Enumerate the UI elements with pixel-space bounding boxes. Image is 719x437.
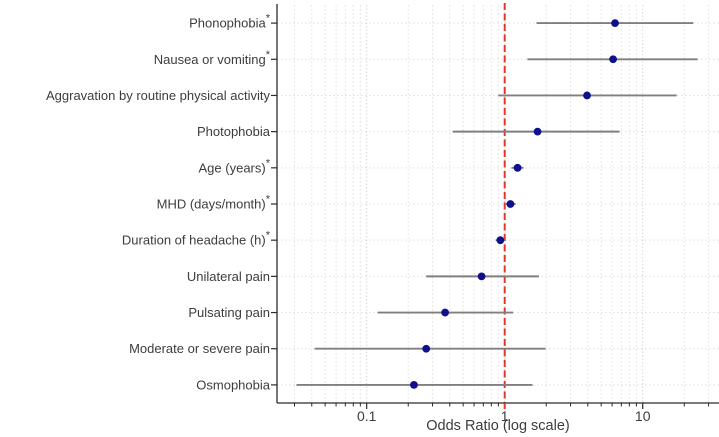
category-label: Moderate or severe pain (129, 341, 270, 356)
data-point (506, 200, 515, 208)
x-axis-title: Odds Ratio (log scale) (426, 418, 570, 434)
x-tick-label: 0.1 (357, 408, 377, 424)
category-label: MHD (days/month)* (157, 194, 271, 212)
category-label: Phonophobia* (189, 13, 271, 31)
category-label: Age (years)* (199, 157, 271, 175)
category-label: Duration of headache (h)* (122, 230, 271, 248)
significance-asterisk: * (266, 13, 271, 25)
data-point (513, 163, 522, 172)
data-point (609, 55, 617, 64)
category-labels: Phonophobia* Nausea or vomiting* Aggravati… (46, 13, 277, 392)
data-point (410, 381, 418, 389)
data-point (477, 272, 486, 281)
data-point (533, 127, 542, 136)
category-label: Nausea or vomiting* (154, 49, 271, 67)
data-point (611, 19, 619, 27)
data-point (496, 236, 505, 245)
x-tick-label: 1 (501, 408, 509, 424)
data-point (422, 344, 431, 353)
data-points (410, 19, 619, 389)
category-label: Aggravation by routine physical activity (46, 88, 271, 103)
significance-asterisk: * (266, 157, 271, 169)
category-label: Photophobia (197, 124, 271, 139)
data-point (441, 308, 450, 317)
category-label: Unilateral pain (187, 269, 270, 284)
significance-asterisk: * (266, 230, 271, 242)
category-label: Osmophobia (196, 377, 270, 392)
category-label: Pulsating pain (188, 305, 270, 320)
significance-asterisk: * (266, 49, 271, 61)
x-tick-label: 10 (635, 408, 651, 424)
significance-asterisk: * (266, 194, 271, 206)
data-point (583, 91, 591, 100)
